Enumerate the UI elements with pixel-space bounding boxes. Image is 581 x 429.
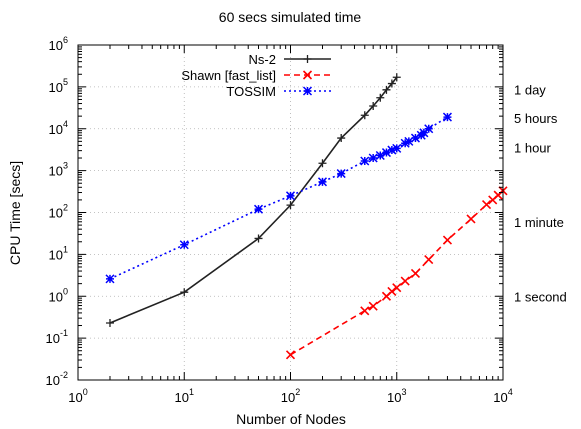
y-tick-label: 104 — [49, 119, 68, 137]
x-tick-label: 101 — [175, 387, 194, 405]
legend-label: Shawn [fast_list] — [181, 68, 276, 83]
y-tick-label: 102 — [49, 203, 68, 221]
grid — [78, 45, 503, 380]
data-point — [285, 191, 296, 201]
y-tick-label: 106 — [49, 35, 68, 53]
x-tick-label: 104 — [493, 387, 512, 405]
data-point — [368, 153, 378, 163]
y-tick-label: 103 — [49, 161, 68, 179]
data-point — [376, 93, 385, 102]
y-tick-label: 101 — [49, 244, 68, 262]
y-tick-label: 100 — [49, 286, 68, 304]
series-line — [109, 76, 398, 324]
data-point — [424, 255, 434, 265]
series-tossim — [105, 112, 452, 284]
y-tick-label: 10-1 — [46, 328, 68, 346]
data-point — [382, 85, 391, 94]
data-point — [285, 350, 296, 360]
chart-title: 60 secs simulated time — [219, 9, 362, 25]
data-point — [400, 138, 410, 148]
data-point — [392, 73, 401, 82]
data-point — [410, 268, 421, 279]
x-tick-label: 102 — [281, 387, 300, 405]
data-point — [410, 133, 420, 143]
data-point — [387, 79, 396, 88]
x-axis-label: Number of Nodes — [236, 411, 346, 427]
series-layer — [105, 73, 508, 360]
y-axis-label: CPU Time [secs] — [7, 161, 23, 265]
data-point — [392, 283, 402, 293]
data-point — [336, 169, 346, 179]
data-point — [381, 148, 391, 158]
data-point — [442, 112, 452, 122]
data-point — [466, 214, 476, 224]
data-point — [387, 145, 397, 155]
axis-ticks: 100 101 102 103 104 10-2 10-1 100 101 102 103 104 10… — [46, 35, 513, 405]
data-point — [318, 159, 327, 168]
data-point — [180, 288, 189, 297]
data-point — [254, 234, 263, 243]
right-time-labels: 1 day 5 hours 1 hour 1 minute 1 second — [514, 83, 567, 305]
data-point — [400, 276, 410, 286]
data-point — [419, 128, 429, 138]
series-shawn-fast-list — [285, 186, 508, 360]
data-point — [360, 111, 369, 120]
data-point — [404, 136, 414, 146]
data-point — [105, 318, 114, 327]
x-tick-label: 100 — [68, 387, 87, 405]
x-tick-label: 103 — [387, 387, 406, 405]
legend-label: Ns-2 — [249, 52, 276, 67]
legend-label: TOSSIM — [226, 84, 276, 99]
right-time-label: 5 hours — [514, 111, 558, 126]
y-tick-label: 10-2 — [46, 370, 68, 388]
data-point — [368, 301, 378, 311]
data-point — [105, 274, 115, 284]
right-time-label: 1 second — [514, 289, 567, 304]
series-ns-2 — [105, 73, 401, 327]
data-point — [302, 70, 313, 80]
data-point — [442, 235, 453, 245]
right-time-label: 1 day — [514, 83, 546, 98]
right-time-label: 1 hour — [514, 140, 552, 155]
data-point — [360, 306, 370, 316]
data-point — [481, 199, 492, 210]
data-point — [302, 86, 313, 96]
y-tick-label: 105 — [49, 77, 68, 95]
data-point — [424, 124, 434, 134]
data-point — [179, 240, 189, 250]
data-point — [375, 150, 385, 161]
series-line — [290, 190, 504, 356]
data-point — [369, 101, 378, 110]
data-point — [317, 177, 328, 187]
data-point — [286, 201, 295, 210]
data-point — [360, 156, 370, 166]
data-point — [337, 134, 346, 143]
data-point — [253, 204, 264, 214]
data-point — [303, 55, 312, 63]
data-point — [392, 143, 402, 153]
right-time-label: 1 minute — [514, 215, 564, 230]
